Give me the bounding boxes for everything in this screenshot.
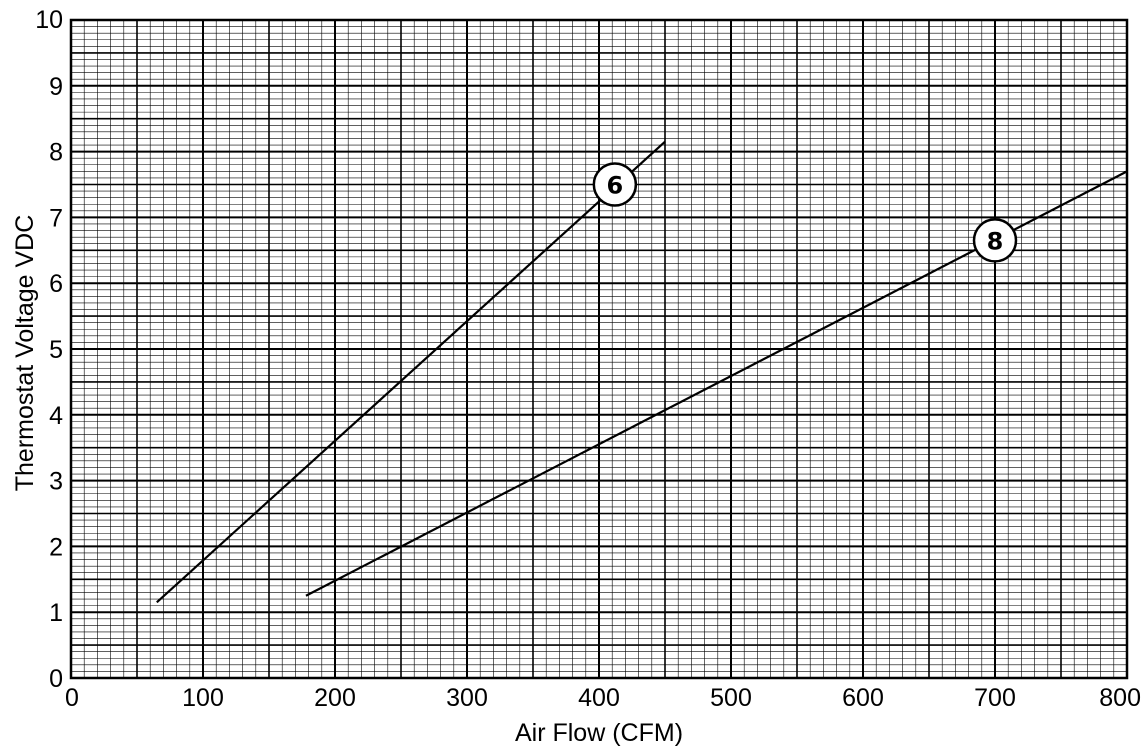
x-tick-label: 400 xyxy=(578,684,620,712)
x-tick-label: 100 xyxy=(182,684,224,712)
y-tick-label: 6 xyxy=(49,270,63,298)
y-axis-title: Thermostat Voltage VDC xyxy=(11,215,39,492)
y-tick-label: 3 xyxy=(49,468,63,496)
y-tick-label: 7 xyxy=(49,204,63,232)
x-tick-label: 700 xyxy=(974,684,1016,712)
y-tick-label: 1 xyxy=(49,599,63,627)
x-tick-label: 300 xyxy=(446,684,488,712)
y-axis-ticks: 0 1 2 3 4 5 6 7 8 9 10 xyxy=(35,6,63,693)
plot-frame xyxy=(69,18,1129,680)
y-tick-label: 8 xyxy=(49,139,63,167)
y-tick-label: 5 xyxy=(49,336,63,364)
y-tick-label: 0 xyxy=(49,665,63,693)
series-line-6 xyxy=(156,140,666,604)
series-callouts: 68 xyxy=(592,162,1018,263)
x-tick-label: 200 xyxy=(314,684,356,712)
x-tick-label: 800 xyxy=(1099,684,1141,712)
y-tick-label: 10 xyxy=(35,6,63,34)
series-callout-label-8: 8 xyxy=(987,227,1004,255)
y-tick-label: 2 xyxy=(49,533,63,561)
x-tick-label: 500 xyxy=(710,684,752,712)
x-axis-title: Air Flow (CFM) xyxy=(515,719,683,747)
series-callout-label-6: 6 xyxy=(606,172,623,200)
x-tick-label: 600 xyxy=(842,684,884,712)
x-tick-label: 0 xyxy=(65,684,79,712)
series-callout-circle-6 xyxy=(592,162,638,207)
x-axis-ticks: 0 100 200 300 400 500 600 700 800 xyxy=(65,684,1141,712)
y-tick-label: 4 xyxy=(49,402,63,430)
y-tick-label: 9 xyxy=(49,73,63,101)
series-callout-circle-8 xyxy=(972,218,1018,263)
